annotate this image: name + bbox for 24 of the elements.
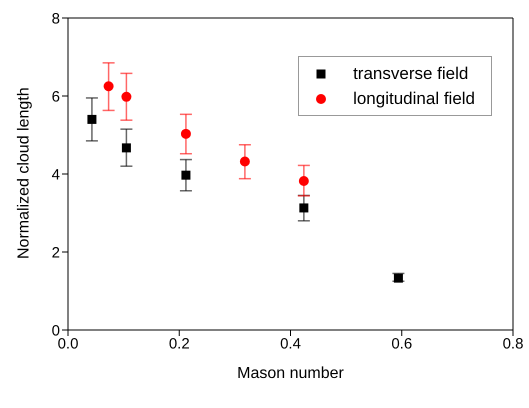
x-tick-label: 0.0	[58, 336, 78, 353]
point	[122, 143, 131, 152]
x-tick-label: 0.4	[280, 336, 301, 353]
point	[87, 114, 96, 124]
point	[180, 128, 191, 139]
y-tick-label: 8	[52, 10, 60, 28]
legend-label: longitudinal field	[353, 88, 475, 110]
y-tick-label: 4	[52, 166, 60, 184]
point	[394, 274, 403, 283]
y-tick-label: 6	[52, 88, 60, 106]
x-tick-label: 0.8	[502, 336, 524, 353]
point	[240, 156, 250, 167]
point	[298, 176, 309, 186]
x-tick-label: 0.6	[391, 336, 412, 353]
point	[121, 92, 132, 102]
y-axis-title: Normalized cloud length	[16, 87, 33, 259]
y-tick-label: 2	[52, 244, 60, 262]
x-axis-title: Mason number	[237, 365, 345, 382]
point	[181, 170, 190, 180]
point	[104, 81, 114, 92]
point	[299, 203, 308, 212]
legend-label: transverse field	[353, 63, 468, 85]
y-tick-label: 0	[52, 322, 60, 340]
x-tick-label: 0.2	[168, 336, 190, 353]
